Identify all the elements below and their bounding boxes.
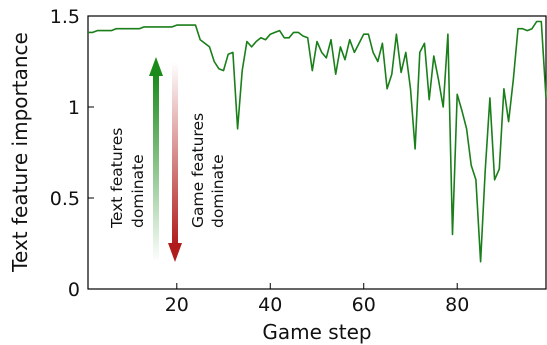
text-dominate-label-line2: dominate <box>129 154 147 228</box>
game-dominate-arrow <box>168 62 182 262</box>
x-tick-label: 40 <box>258 294 282 316</box>
game-dominate-label-line1: Game features <box>189 113 207 228</box>
text-dominate-label-line1: Text features <box>108 128 126 229</box>
tick-labels-group: 20 40 60 80 0 0.5 1 1.5 <box>50 6 470 316</box>
y-tick-label: 0 <box>68 279 80 301</box>
y-axis-label: Text feature importance <box>8 32 32 273</box>
x-tick-label: 20 <box>165 294 189 316</box>
game-dominate-label-line2: dominate <box>209 154 227 228</box>
y-tick-label: 0.5 <box>50 188 80 210</box>
ticks-group <box>88 15 458 290</box>
x-tick-label: 80 <box>445 294 469 316</box>
x-axis-label: Game step <box>262 320 371 344</box>
text-dominate-arrow <box>149 57 163 262</box>
y-tick-label: 1 <box>68 97 80 119</box>
plot-frame <box>87 15 547 290</box>
y-tick-label: 1.5 <box>50 6 80 28</box>
x-tick-label: 60 <box>352 294 376 316</box>
series-line <box>88 20 547 263</box>
